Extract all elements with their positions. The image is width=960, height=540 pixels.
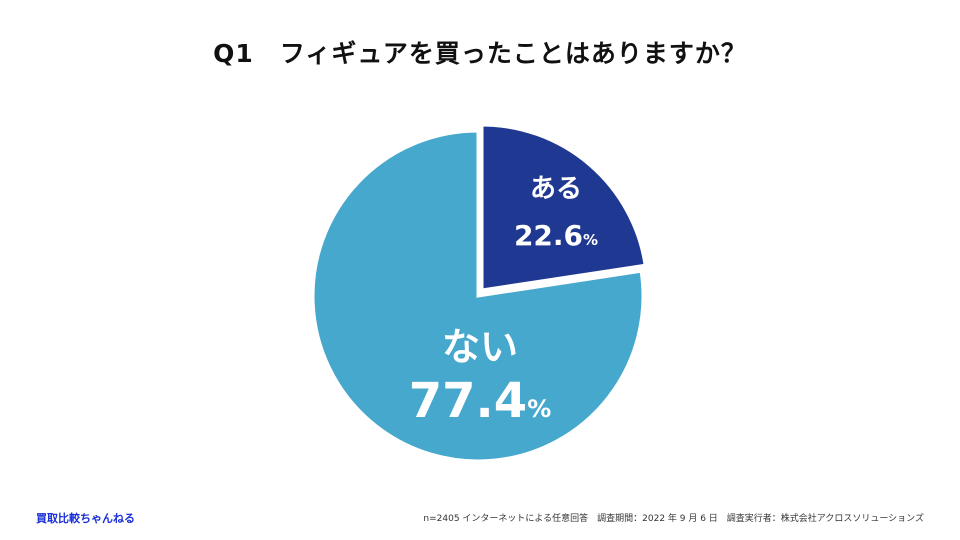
- chart-title: Q1 フィギュアを買ったことはありますか？: [213, 39, 747, 68]
- survey-note: n=2405 インターネットによる任意回答 調査期間：2022 年 9 月 6 …: [423, 514, 924, 524]
- slice-value-aru: 22.6%: [514, 219, 598, 252]
- brand-logo-text: 買取比較ちゃんねる: [36, 512, 135, 525]
- pie-slice-nai: [311, 129, 645, 463]
- slice-value-nai: 77.4%: [409, 373, 551, 429]
- slice-label-nai: ない: [442, 325, 518, 369]
- pie-slice-aru: [480, 123, 647, 292]
- slice-label-aru: ある: [530, 174, 582, 204]
